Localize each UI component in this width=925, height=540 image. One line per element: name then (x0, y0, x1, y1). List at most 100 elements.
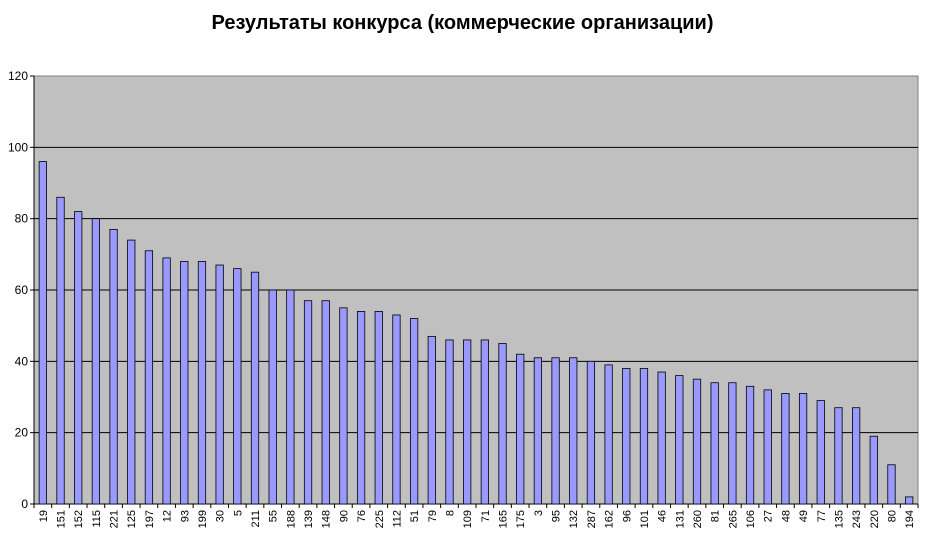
bar (233, 268, 242, 505)
bar (250, 271, 260, 505)
x-tick-label: 90 (338, 510, 350, 522)
x-tick-label: 152 (73, 510, 85, 528)
bar (569, 357, 578, 505)
bar (869, 435, 878, 505)
x-tick-label: 220 (869, 510, 881, 528)
bar (639, 368, 649, 505)
bar (410, 318, 419, 505)
bar (144, 250, 154, 505)
bar (180, 261, 189, 505)
bar (91, 218, 100, 505)
x-tick-label: 3 (533, 510, 545, 516)
bar (781, 393, 790, 505)
x-tick-label: 112 (391, 510, 403, 528)
x-tick-label: 95 (551, 510, 563, 522)
x-tick-label: 93 (179, 510, 191, 522)
x-tick-label: 225 (374, 510, 386, 528)
x-tick-label: 27 (763, 510, 775, 522)
x-tick-label: 48 (780, 510, 792, 522)
bar (763, 389, 772, 505)
bar (710, 382, 719, 505)
bar (657, 371, 666, 505)
x-tick-label: 8 (444, 510, 456, 516)
x-tick-label: 260 (692, 510, 704, 528)
bar (374, 310, 383, 505)
x-tick-label: 265 (727, 510, 739, 528)
y-tick-label: 20 (15, 426, 29, 440)
bar (268, 289, 277, 505)
x-tick-label: 109 (462, 510, 474, 528)
bar (852, 407, 861, 505)
x-tick-label: 80 (886, 510, 898, 522)
x-tick-label: 106 (745, 510, 757, 528)
bar (480, 339, 489, 505)
bar (516, 353, 525, 505)
x-tick-label: 139 (303, 510, 315, 528)
x-tick-label: 30 (215, 510, 227, 522)
y-tick-label: 40 (15, 354, 29, 368)
x-tick-label: 19 (38, 510, 50, 522)
bar (533, 357, 542, 505)
x-tick-label: 135 (833, 510, 845, 528)
bar (109, 228, 118, 505)
x-tick-label: 199 (197, 510, 209, 528)
x-tick-label: 96 (621, 510, 633, 522)
bar (127, 239, 136, 505)
bar (197, 261, 207, 505)
bar (215, 264, 224, 505)
y-tick-label: 60 (15, 283, 29, 297)
bar (816, 400, 825, 505)
bar (622, 368, 631, 505)
bar (56, 196, 65, 505)
x-tick-label: 5 (232, 510, 244, 516)
bar (463, 339, 472, 505)
x-tick-label: 221 (109, 510, 121, 528)
bar (445, 339, 454, 505)
bar (339, 307, 348, 505)
x-tick-label: 165 (498, 510, 510, 528)
bar (392, 314, 401, 505)
bar (321, 300, 330, 505)
x-tick-label: 211 (250, 510, 262, 528)
y-tick-label: 0 (21, 497, 28, 511)
bar (427, 335, 436, 505)
bar (887, 464, 896, 505)
x-tick-label: 125 (126, 510, 138, 528)
bar (586, 360, 596, 505)
x-tick-label: 71 (480, 510, 492, 522)
bar (38, 161, 47, 505)
x-tick-label: 188 (285, 510, 297, 528)
bar (905, 496, 914, 505)
x-tick-label: 115 (91, 510, 103, 528)
y-tick-label: 100 (8, 140, 28, 154)
bar (692, 378, 702, 505)
x-tick-label: 51 (409, 510, 421, 522)
x-tick-label: 101 (639, 510, 651, 528)
bar (498, 343, 507, 505)
x-tick-label: 287 (586, 510, 598, 528)
bar (728, 382, 737, 505)
x-tick-label: 175 (515, 510, 527, 528)
bar (286, 289, 295, 505)
x-tick-label: 77 (816, 510, 828, 522)
bar (162, 257, 171, 505)
x-tick-label: 194 (904, 510, 916, 528)
x-tick-label: 46 (657, 510, 669, 522)
bar (356, 310, 366, 505)
bar (303, 300, 313, 505)
x-tick-label: 162 (604, 510, 616, 528)
x-tick-label: 55 (268, 510, 280, 522)
bar (798, 393, 808, 505)
bar (604, 364, 613, 505)
bar (745, 385, 755, 505)
chart-title: Результаты конкурса (коммерческие органи… (211, 12, 714, 34)
x-tick-label: 79 (427, 510, 439, 522)
x-tick-label: 49 (798, 510, 810, 522)
bar (834, 407, 843, 505)
y-tick-label: 120 (8, 69, 28, 83)
x-tick-label: 131 (674, 510, 686, 528)
y-tick-label: 80 (15, 212, 29, 226)
x-tick-label: 197 (144, 510, 156, 528)
